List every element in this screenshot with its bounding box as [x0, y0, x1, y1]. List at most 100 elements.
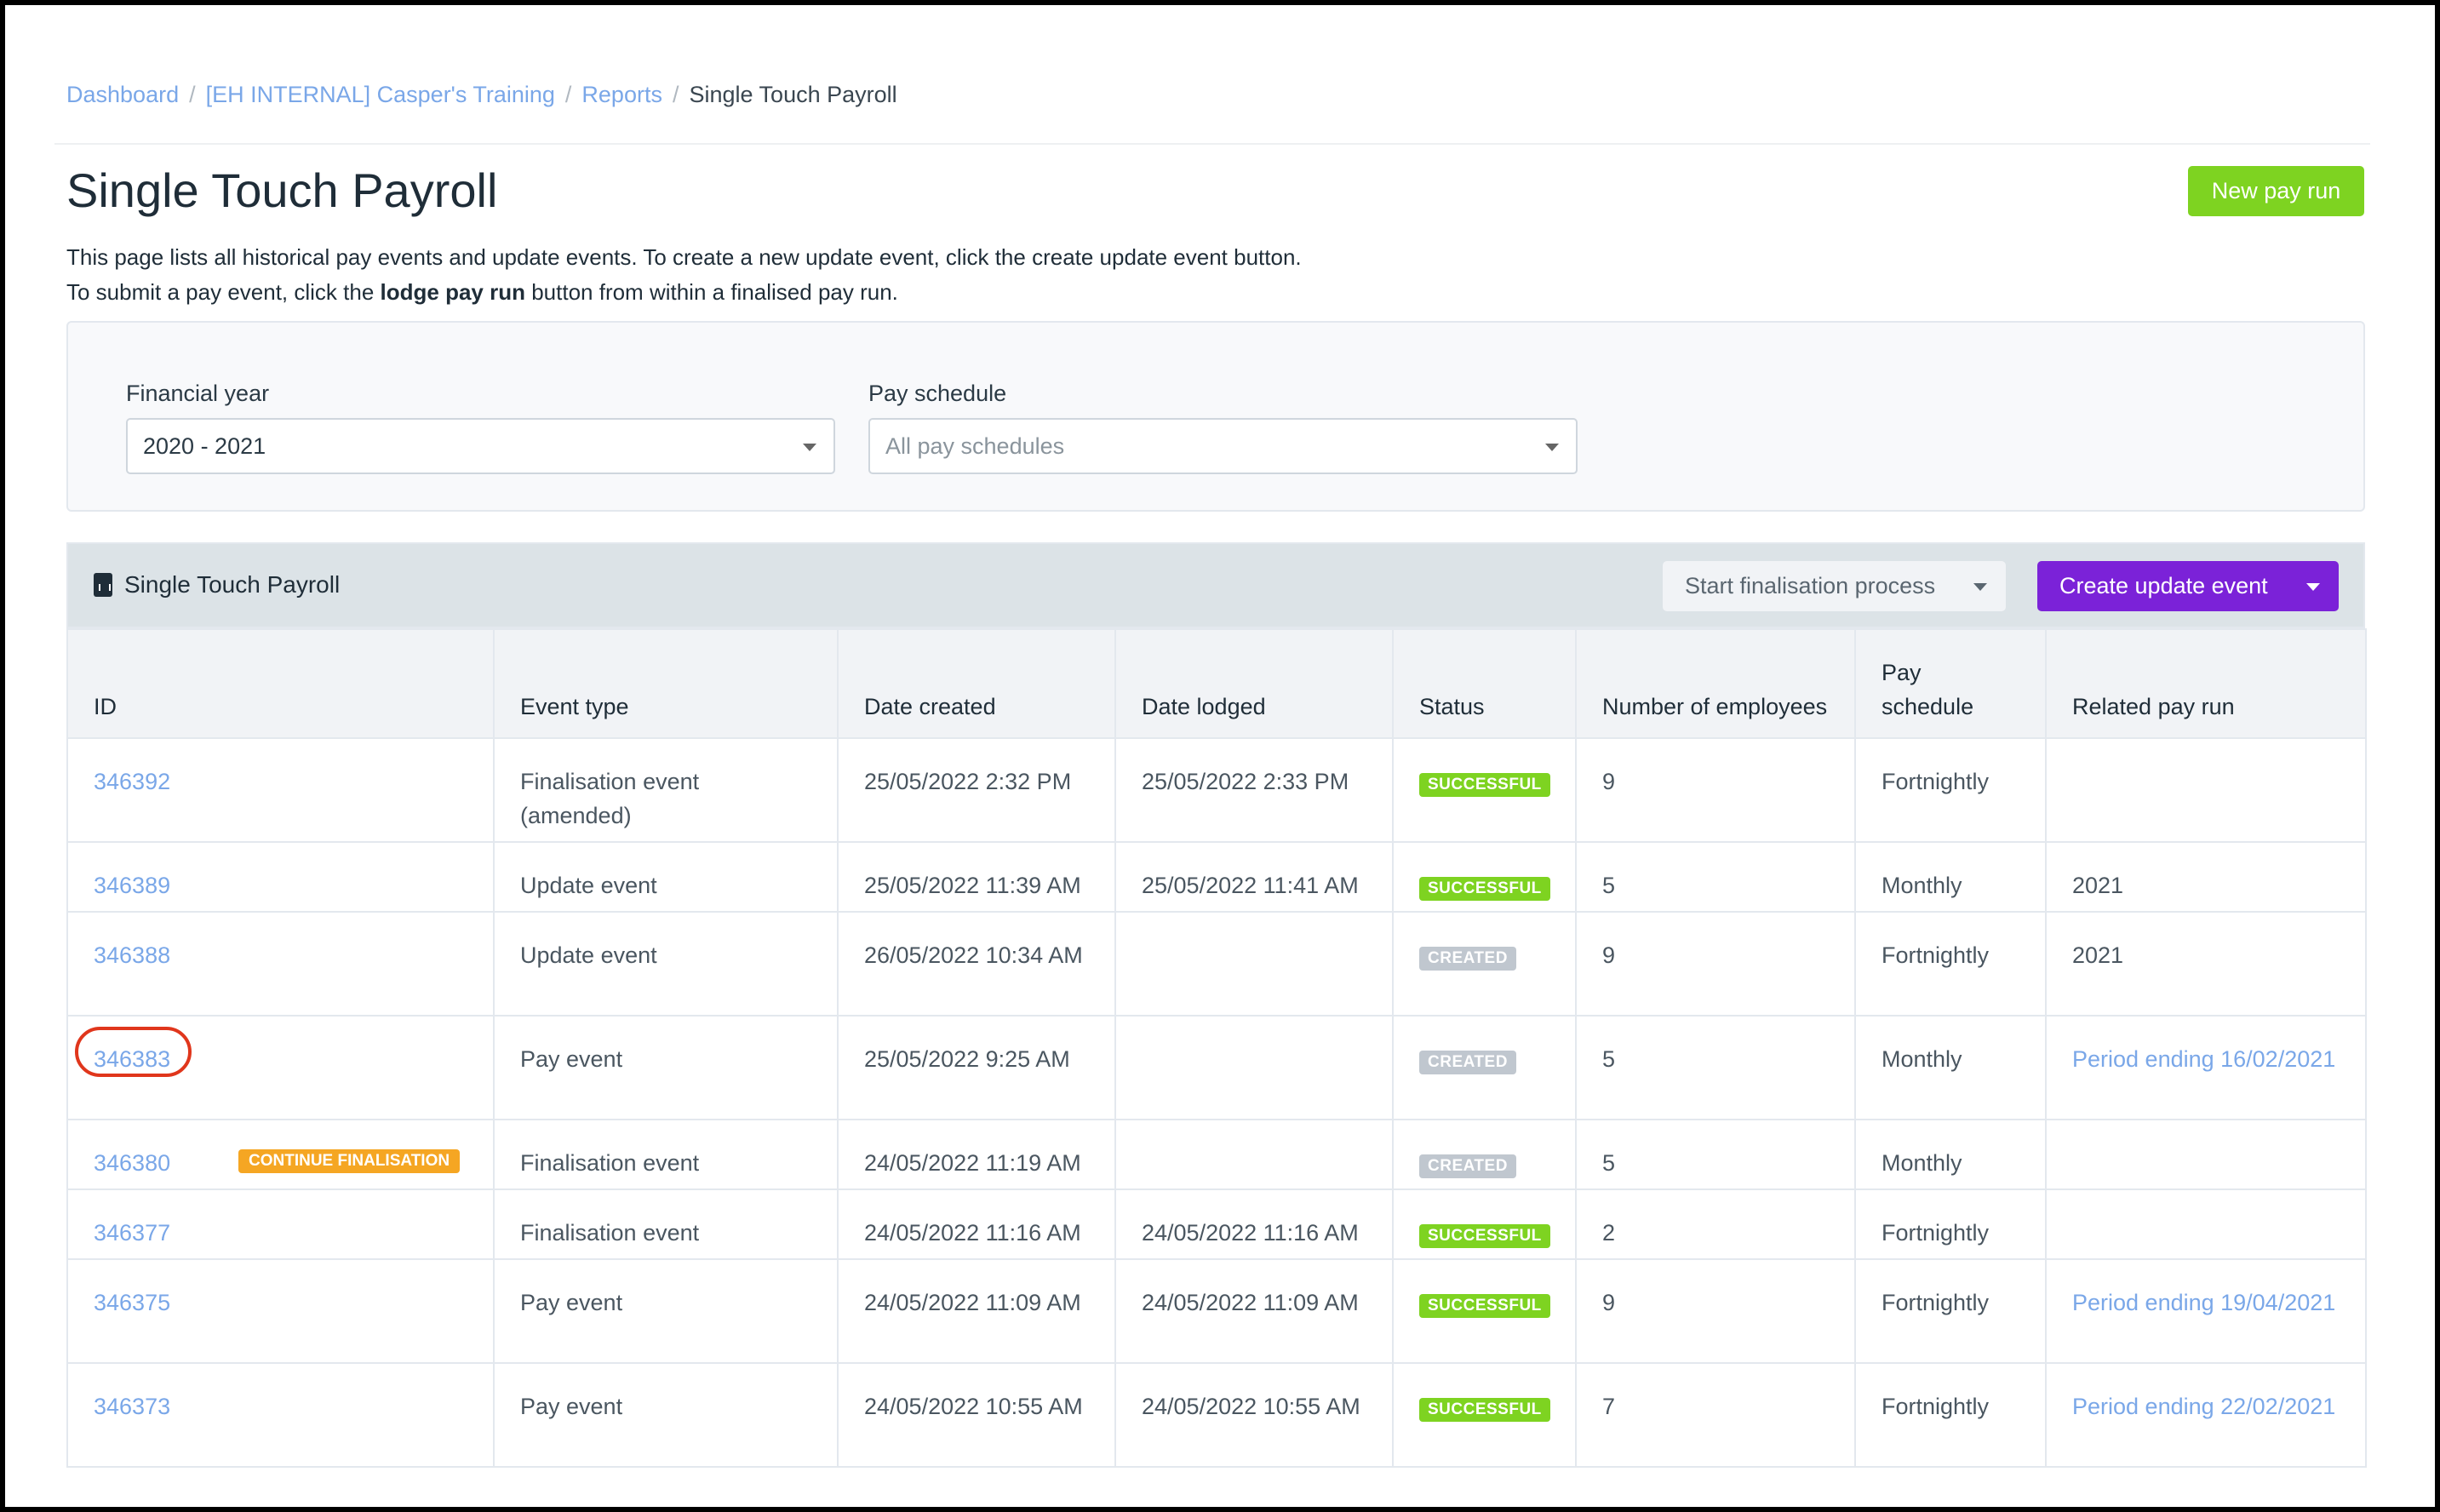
financial-year-select[interactable]: 2020 - 2021: [126, 418, 835, 474]
breadcrumb: Dashboard / [EH INTERNAL] Casper's Traini…: [66, 82, 897, 108]
caret-down-icon: [1545, 444, 1559, 451]
financial-year-label: Financial year: [126, 381, 270, 406]
filter-panel: Financial year 2020 - 2021 Pay schedule …: [66, 321, 2365, 512]
cell-status: CREATED: [1392, 1015, 1577, 1120]
label: Start finalisation process: [1685, 573, 1936, 598]
cell-date-lodged: [1114, 1119, 1394, 1190]
table-row: 346388 Update event 26/05/2022 10:34 AM C…: [66, 911, 2367, 1017]
status-badge: CREATED: [1419, 947, 1516, 971]
cell-date-created: 26/05/2022 10:34 AM: [837, 911, 1116, 1017]
page: Dashboard / [EH INTERNAL] Casper's Traini…: [5, 5, 2435, 1507]
cell-date-lodged: 24/05/2022 11:16 AM: [1114, 1188, 1394, 1260]
related-pay-run-link[interactable]: Period ending 19/04/2021: [2072, 1290, 2336, 1315]
event-id-link[interactable]: 346377: [94, 1220, 171, 1246]
event-id-link[interactable]: 346383: [94, 1046, 171, 1072]
column-header-event-type: Event type: [493, 628, 839, 739]
cell-related-pay-run: Period ending 22/02/2021: [2045, 1362, 2367, 1468]
breadcrumb-current: Single Touch Payroll: [689, 82, 897, 107]
text: To submit a pay event, click the: [66, 279, 381, 305]
page-description: This page lists all historical pay event…: [66, 240, 1302, 310]
event-id-link[interactable]: 346375: [94, 1290, 171, 1315]
placeholder: All pay schedules: [885, 432, 1065, 459]
selected-value: 2020 - 2021: [143, 432, 266, 459]
cell-id: 346380 CONTINUE FINALISATION: [66, 1119, 495, 1190]
caret-down-icon: [803, 444, 816, 451]
page-title: Single Touch Payroll: [66, 163, 498, 217]
separator: /: [672, 82, 679, 107]
cell-date-lodged: 25/05/2022 11:41 AM: [1114, 841, 1394, 913]
cell-pay-schedule: Monthly: [1854, 1015, 2047, 1120]
pay-schedule-select[interactable]: All pay schedules: [868, 418, 1578, 474]
cell-status: SUCCESSFUL: [1392, 1362, 1577, 1468]
cell-employees: 9: [1575, 737, 1856, 843]
cell-related-pay-run: [2045, 1188, 2367, 1260]
caret-down-icon[interactable]: [2306, 583, 2320, 591]
cell-date-created: 24/05/2022 10:55 AM: [837, 1362, 1116, 1468]
status-badge: CREATED: [1419, 1154, 1516, 1178]
label: Create update event: [2059, 573, 2268, 598]
status-badge: SUCCESSFUL: [1419, 877, 1550, 901]
column-header-date-lodged: Date lodged: [1114, 628, 1394, 739]
cell-event-type: Pay event: [493, 1258, 839, 1364]
table-row: 346383 Pay event 25/05/2022 9:25 AM CREAT…: [66, 1015, 2367, 1120]
separator: /: [189, 82, 196, 107]
cell-status: SUCCESSFUL: [1392, 841, 1577, 913]
status-badge: SUCCESSFUL: [1419, 1294, 1550, 1318]
cell-related-pay-run: [2045, 1119, 2367, 1190]
cell-pay-schedule: Fortnightly: [1854, 911, 2047, 1017]
cell-id: 346375: [66, 1258, 495, 1364]
event-id-link[interactable]: 346392: [94, 769, 171, 794]
cell-related-pay-run: Period ending 16/02/2021: [2045, 1015, 2367, 1120]
column-header-related-pay-run: Related pay run: [2045, 628, 2367, 739]
cell-status: SUCCESSFUL: [1392, 1188, 1577, 1260]
cell-date-created: 24/05/2022 11:09 AM: [837, 1258, 1116, 1364]
related-pay-run-link[interactable]: Period ending 22/02/2021: [2072, 1394, 2336, 1419]
cell-date-lodged: [1114, 1015, 1394, 1120]
cell-id: 346377: [66, 1188, 495, 1260]
continue-finalisation-badge[interactable]: CONTINUE FINALISATION: [238, 1149, 461, 1173]
create-update-event-button[interactable]: Create update event: [2037, 561, 2339, 611]
table-row: 346377 Finalisation event 24/05/2022 11:1…: [66, 1188, 2367, 1260]
cell-date-lodged: [1114, 911, 1394, 1017]
table-row: 346380 CONTINUE FINALISATION Finalisation …: [66, 1119, 2367, 1190]
event-id-link[interactable]: 346389: [94, 873, 171, 898]
cell-status: SUCCESSFUL: [1392, 1258, 1577, 1364]
start-finalisation-button[interactable]: Start finalisation process: [1663, 561, 2006, 611]
event-id-link[interactable]: 346380: [94, 1150, 171, 1176]
cell-pay-schedule: Monthly: [1854, 1119, 2047, 1190]
breadcrumb-dashboard[interactable]: Dashboard: [66, 82, 180, 107]
text: button from within a finalised pay run.: [524, 279, 898, 305]
event-id-link[interactable]: 346373: [94, 1394, 171, 1419]
highlight-circle: [75, 1027, 192, 1077]
cell-employees: 5: [1575, 1119, 1856, 1190]
breadcrumb-reports[interactable]: Reports: [581, 82, 662, 107]
separator: /: [564, 82, 572, 107]
stp-panel: Single Touch Payroll Start finalisation …: [66, 542, 2367, 1468]
cell-pay-schedule: Fortnightly: [1854, 1362, 2047, 1468]
cell-date-created: 25/05/2022 9:25 AM: [837, 1015, 1116, 1120]
cell-related-pay-run: 2021: [2045, 911, 2367, 1017]
table-row: 346375 Pay event 24/05/2022 11:09 AM 24/0…: [66, 1258, 2367, 1364]
column-header-date-created: Date created: [837, 628, 1116, 739]
report-document-icon: [94, 573, 112, 597]
cell-status: SUCCESSFUL: [1392, 737, 1577, 843]
pay-schedule-label: Pay schedule: [868, 381, 1007, 406]
cell-employees: 5: [1575, 1015, 1856, 1120]
cell-id: 346392: [66, 737, 495, 843]
cell-date-lodged: 25/05/2022 2:33 PM: [1114, 737, 1394, 843]
cell-id: 346388: [66, 911, 495, 1017]
caret-down-icon: [1973, 583, 1987, 591]
cell-employees: 2: [1575, 1188, 1856, 1260]
cell-id: 346389: [66, 841, 495, 913]
cell-id: 346373: [66, 1362, 495, 1468]
status-badge: SUCCESSFUL: [1419, 1398, 1550, 1422]
table-row: 346373 Pay event 24/05/2022 10:55 AM 24/0…: [66, 1362, 2367, 1468]
related-pay-run-link[interactable]: Period ending 16/02/2021: [2072, 1046, 2336, 1072]
cell-date-created: 25/05/2022 11:39 AM: [837, 841, 1116, 913]
event-id-link[interactable]: 346388: [94, 942, 171, 968]
cell-event-type: Finalisation event: [493, 1119, 839, 1190]
breadcrumb-business[interactable]: [EH INTERNAL] Casper's Training: [205, 82, 555, 107]
cell-pay-schedule: Fortnightly: [1854, 1188, 2047, 1260]
new-pay-run-button[interactable]: New pay run: [2188, 166, 2364, 216]
status-badge: SUCCESSFUL: [1419, 1224, 1550, 1248]
